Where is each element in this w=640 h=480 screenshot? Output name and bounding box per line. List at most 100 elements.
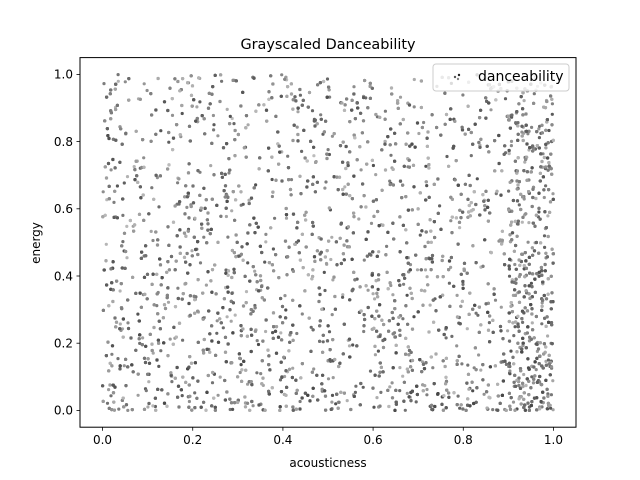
scatter-point bbox=[441, 293, 445, 297]
scatter-point bbox=[274, 178, 278, 182]
scatter-point bbox=[397, 315, 401, 319]
scatter-point bbox=[482, 392, 486, 396]
scatter-point bbox=[223, 184, 228, 188]
scatter-point bbox=[466, 363, 470, 367]
scatter-point bbox=[398, 122, 402, 126]
scatter-point bbox=[508, 369, 512, 373]
scatter-point bbox=[549, 94, 553, 98]
scatter-point bbox=[362, 194, 366, 198]
scatter-point bbox=[549, 406, 553, 410]
scatter-point bbox=[530, 166, 534, 170]
scatter-point bbox=[159, 129, 163, 133]
scatter-point bbox=[208, 350, 212, 354]
scatter-point bbox=[537, 362, 541, 366]
scatter-point bbox=[484, 96, 488, 100]
scatter-point bbox=[243, 405, 248, 409]
scatter-point bbox=[281, 321, 285, 325]
scatter-point bbox=[427, 195, 431, 199]
scatter-point bbox=[348, 194, 352, 198]
scatter-point bbox=[390, 92, 394, 96]
scatter-point bbox=[246, 231, 250, 235]
scatter-point bbox=[249, 380, 253, 384]
scatter-point bbox=[465, 327, 469, 331]
scatter-point bbox=[465, 271, 469, 275]
scatter-point bbox=[118, 322, 122, 326]
scatter-point bbox=[500, 242, 504, 246]
scatter-point bbox=[216, 340, 221, 344]
scatter-point bbox=[300, 362, 304, 366]
scatter-point bbox=[518, 273, 522, 277]
scatter-point bbox=[162, 100, 167, 104]
scatter-point bbox=[239, 252, 243, 256]
scatter-point bbox=[537, 210, 541, 214]
scatter-point bbox=[509, 139, 514, 143]
scatter-point bbox=[237, 184, 241, 188]
scatter-point bbox=[325, 95, 329, 99]
scatter-point bbox=[545, 99, 549, 104]
scatter-point bbox=[366, 288, 370, 292]
scatter-point bbox=[317, 299, 321, 304]
scatter-point bbox=[101, 190, 105, 194]
scatter-point bbox=[122, 181, 126, 185]
scatter-point bbox=[185, 205, 189, 209]
scatter-point bbox=[133, 223, 137, 227]
scatter-point bbox=[338, 236, 342, 240]
scatter-point bbox=[498, 238, 502, 242]
scatter-point bbox=[450, 215, 454, 219]
scatter-point bbox=[531, 187, 535, 191]
scatter-point bbox=[540, 322, 544, 326]
scatter-point bbox=[420, 360, 425, 364]
scatter-point bbox=[284, 404, 288, 408]
scatter-point bbox=[497, 161, 501, 166]
scatter-point bbox=[134, 291, 138, 295]
scatter-point bbox=[481, 378, 485, 382]
scatter-point bbox=[516, 219, 520, 223]
scatter-point bbox=[230, 209, 234, 213]
scatter-point bbox=[269, 74, 273, 78]
scatter-point bbox=[276, 142, 280, 146]
scatter-point bbox=[215, 331, 219, 335]
scatter-point bbox=[444, 112, 449, 117]
scatter-point bbox=[428, 218, 432, 222]
scatter-point bbox=[260, 296, 264, 300]
scatter-point bbox=[548, 373, 552, 377]
scatter-point bbox=[418, 233, 422, 237]
scatter-point bbox=[377, 314, 381, 318]
scatter-point bbox=[486, 383, 490, 387]
scatter-point bbox=[303, 391, 307, 395]
scatter-point bbox=[319, 117, 323, 121]
scatter-point bbox=[471, 142, 475, 146]
scatter-point bbox=[545, 387, 549, 391]
scatter-point bbox=[241, 258, 245, 262]
scatter-point bbox=[352, 215, 356, 219]
scatter-point bbox=[131, 370, 135, 374]
scatter-point bbox=[149, 92, 153, 96]
scatter-point bbox=[304, 218, 308, 222]
scatter-point bbox=[279, 331, 283, 335]
scatter-point bbox=[401, 374, 405, 378]
scatter-point bbox=[116, 357, 120, 361]
scatter-point bbox=[292, 123, 296, 127]
scatter-point bbox=[142, 356, 147, 360]
scatter-point bbox=[228, 122, 232, 126]
scatter-point bbox=[512, 249, 517, 253]
scatter-point bbox=[430, 407, 434, 411]
scatter-point bbox=[522, 311, 526, 315]
scatter-point bbox=[499, 305, 503, 309]
scatter-point bbox=[466, 397, 470, 401]
scatter-point bbox=[428, 257, 432, 261]
scatter-point bbox=[527, 148, 531, 152]
scatter-point bbox=[270, 194, 274, 199]
scatter-point bbox=[540, 308, 544, 312]
scatter-point bbox=[461, 282, 465, 286]
scatter-point bbox=[313, 124, 317, 128]
scatter-point bbox=[531, 272, 535, 276]
scatter-point bbox=[329, 257, 333, 262]
scatter-point bbox=[366, 106, 370, 110]
scatter-point bbox=[477, 140, 481, 145]
scatter-point bbox=[298, 87, 302, 92]
scatter-point bbox=[312, 367, 316, 371]
scatter-point bbox=[215, 319, 219, 323]
scatter-point bbox=[364, 237, 368, 241]
scatter-point bbox=[182, 231, 187, 235]
